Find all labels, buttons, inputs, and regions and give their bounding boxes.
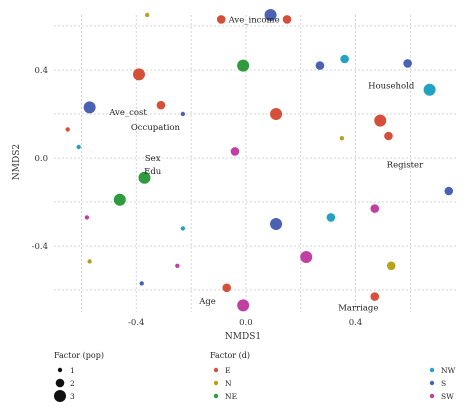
- data-point: [300, 251, 313, 263]
- data-point: [374, 114, 387, 127]
- data-point: [175, 263, 180, 268]
- data-point: [340, 54, 349, 64]
- variable-annotation: Register: [387, 161, 424, 171]
- variable-annotation: Sex: [145, 154, 161, 164]
- y-tick-label: -0.4: [32, 242, 48, 252]
- legend-size-title: Factor (pop): [54, 351, 104, 360]
- data-point: [370, 204, 380, 213]
- data-point: [237, 299, 250, 312]
- data-point: [113, 193, 126, 206]
- data-point: [423, 83, 436, 96]
- legend-size-label: 2: [70, 379, 75, 388]
- variable-annotations: Ave_income Household Ave_cost Occupation Sex…: [108, 15, 424, 313]
- legend-color-title: Factor (d): [210, 351, 250, 360]
- y-tick-label: 0.0: [34, 154, 48, 164]
- data-point: [230, 147, 240, 156]
- data-point: [84, 215, 90, 220]
- legend-color: Factor (d) EN NE NW S SW: [210, 351, 456, 401]
- data-point: [156, 100, 166, 110]
- x-axis: -0.4 0.0 0.4 NMDS1: [128, 318, 362, 342]
- plot-area: Ave_income Household Ave_cost Occupation Sex…: [54, 9, 457, 314]
- data-point: [315, 61, 325, 70]
- data-point: [180, 111, 186, 117]
- x-tick-label: -0.4: [128, 318, 144, 328]
- legend-color-label: N: [225, 379, 232, 388]
- y-axis: -0.4 0.0 0.4 NMDS2: [12, 66, 48, 252]
- data-point: [339, 136, 345, 141]
- legend-color-swatch: [213, 393, 219, 399]
- y-tick-label: 0.4: [34, 66, 48, 76]
- data-point: [145, 12, 150, 18]
- x-tick-labels: -0.4 0.0 0.4: [128, 318, 362, 328]
- data-point: [132, 68, 145, 81]
- data-points: [65, 9, 454, 312]
- y-axis-title: NMDS2: [12, 144, 22, 180]
- x-tick-label: 0.0: [239, 318, 253, 328]
- y-tick-labels: -0.4 0.0 0.4: [32, 66, 48, 252]
- data-point: [222, 283, 232, 293]
- data-point: [370, 292, 380, 301]
- legend-size-swatch: [55, 378, 65, 388]
- data-point: [180, 226, 186, 231]
- legend: Factor (pop) 1 2 3 Factor (d) EN NE NW S SW: [54, 351, 456, 402]
- variable-annotation: Age: [198, 297, 216, 307]
- legend-color-label: NW: [441, 366, 456, 375]
- data-point: [386, 261, 396, 271]
- data-point: [282, 15, 292, 24]
- legend-color-label: E: [225, 366, 230, 375]
- data-point: [444, 186, 454, 196]
- data-point: [139, 281, 144, 286]
- legend-color-items: EN NE NW S SW: [213, 366, 456, 401]
- legend-color-label: S: [441, 379, 446, 388]
- variable-annotation: Household: [368, 81, 415, 91]
- legend-color-swatch: [429, 380, 435, 386]
- variable-annotation: Occupation: [131, 123, 181, 133]
- data-point: [216, 15, 226, 24]
- data-point: [237, 59, 250, 72]
- legend-color-swatch: [213, 380, 219, 386]
- data-point: [264, 9, 277, 21]
- data-point: [138, 171, 151, 184]
- variable-annotation: Ave_income: [228, 15, 280, 25]
- data-point: [65, 127, 70, 132]
- data-point: [83, 101, 96, 114]
- variable-annotation: Marriage: [338, 304, 378, 314]
- data-point: [270, 218, 283, 230]
- legend-color-label: SW: [441, 392, 454, 401]
- data-point: [326, 213, 336, 222]
- data-point: [76, 144, 81, 150]
- legend-size: Factor (pop) 1 2 3: [54, 351, 104, 402]
- legend-size-items: 1 2 3: [54, 366, 75, 402]
- data-point: [384, 131, 393, 141]
- legend-color-swatch: [213, 367, 219, 373]
- legend-size-label: 1: [70, 366, 75, 375]
- x-axis-title: NMDS1: [225, 332, 261, 342]
- legend-size-label: 3: [70, 392, 75, 401]
- data-point: [403, 59, 412, 68]
- data-point: [87, 259, 92, 264]
- legend-size-swatch: [54, 390, 66, 402]
- data-point: [270, 108, 283, 120]
- legend-color-swatch: [429, 367, 435, 373]
- x-tick-label: 0.4: [349, 318, 363, 328]
- variable-annotation: Ave_cost: [108, 108, 147, 118]
- variable-annotation: Edu: [144, 167, 162, 177]
- legend-size-swatch: [57, 367, 63, 373]
- legend-color-swatch: [429, 393, 435, 399]
- legend-color-label: NE: [225, 392, 237, 401]
